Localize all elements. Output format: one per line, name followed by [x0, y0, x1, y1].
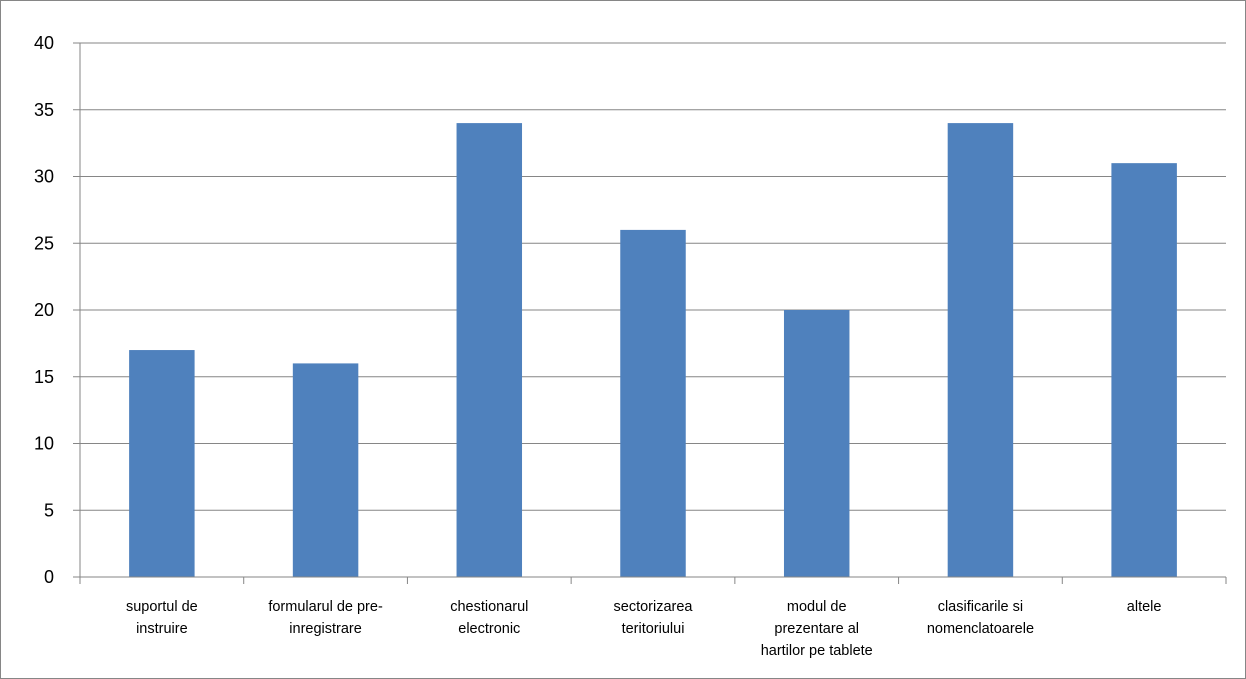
x-category-label-line: teritoriului	[622, 621, 685, 637]
x-category-label-line: chestionarul	[450, 599, 528, 615]
y-tick-label: 10	[34, 434, 54, 454]
x-category-label-line: formularul de pre-	[268, 599, 383, 615]
x-category-label-line: prezentare al	[774, 621, 859, 637]
labels: 0 5 10 15 20 25 30 35 40 suportul de instruire form…	[34, 33, 1162, 659]
x-category-label-line: clasificarile si	[938, 599, 1023, 615]
y-tick-label: 15	[34, 367, 54, 387]
y-tick-label: 0	[44, 567, 54, 587]
bar	[456, 123, 523, 577]
x-category-label: sectorizarea teritoriului	[614, 599, 694, 637]
bar	[292, 363, 359, 577]
x-category-label-line: instruire	[136, 621, 188, 637]
x-category-label-line: sectorizarea	[614, 599, 694, 615]
y-tick-label: 20	[34, 300, 54, 320]
bar	[947, 123, 1014, 577]
axes	[73, 42, 1227, 584]
y-tick-label: 35	[34, 100, 54, 120]
x-category-label: modul de prezentare al hartilor pe tablete	[761, 599, 873, 659]
x-category-label: chestionarul electronic	[450, 599, 528, 637]
x-category-label-line: nomenclatoarele	[927, 621, 1034, 637]
x-category-label-line: modul de	[787, 599, 847, 615]
x-category-label: suportul de instruire	[126, 599, 198, 637]
x-category-label-line: inregistrare	[289, 621, 362, 637]
x-category-label-line: suportul de	[126, 599, 198, 615]
x-category-label: clasificarile si nomenclatoarele	[927, 599, 1034, 637]
x-category-label: altele	[1127, 599, 1162, 615]
bar	[129, 350, 195, 577]
bar	[783, 310, 850, 577]
y-tick-label: 25	[34, 233, 54, 253]
bars	[129, 123, 1177, 577]
y-tick-label: 30	[34, 167, 54, 187]
bar	[620, 229, 686, 577]
x-category-label-line: electronic	[458, 621, 520, 637]
y-tick-label: 5	[44, 500, 54, 520]
y-tick-label: 40	[34, 33, 54, 53]
x-category-label: formularul de pre-inregistrare	[268, 599, 383, 637]
x-category-label-line: altele	[1127, 599, 1162, 615]
bar	[1111, 163, 1177, 577]
x-category-label-line: hartilor pe tablete	[761, 643, 873, 659]
